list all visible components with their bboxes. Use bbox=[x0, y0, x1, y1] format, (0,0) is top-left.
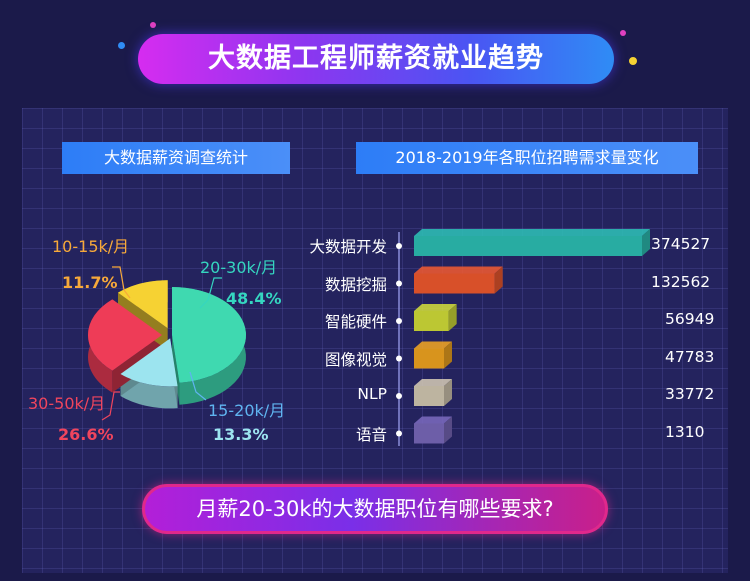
bar-5 bbox=[414, 416, 452, 444]
bar-chart-title: 2018-2019年各职位招聘需求量变化 bbox=[356, 142, 698, 174]
pie-slice-30-50k bbox=[87, 299, 162, 371]
bar-value-label: 374527 bbox=[651, 235, 711, 253]
pie-value-30-50k: 26.6% bbox=[58, 425, 114, 444]
pie-slice-10-15k bbox=[118, 280, 168, 329]
leader-line-20-30k bbox=[199, 277, 222, 309]
bar-axis-tick bbox=[396, 430, 402, 437]
decor-dot bbox=[118, 42, 125, 49]
decor-dot bbox=[620, 30, 626, 36]
bar-axis-tick bbox=[396, 280, 402, 287]
pie-value-20-30k: 48.4% bbox=[226, 289, 282, 308]
pie-slice-20-30k bbox=[172, 287, 247, 383]
pie-label-15-20k: 15-20k/月 bbox=[208, 401, 286, 420]
bar-value-label: 56949 bbox=[665, 310, 715, 328]
bar-value-label: 47783 bbox=[665, 347, 715, 366]
leader-line-30-50k bbox=[101, 391, 120, 421]
bar-3 bbox=[414, 341, 452, 369]
bar-category-label: 图像视觉 bbox=[324, 350, 387, 369]
bar-value-label: 132562 bbox=[651, 272, 711, 291]
bar-value-label: 33772 bbox=[665, 385, 715, 403]
bar-category-label: NLP bbox=[357, 385, 387, 403]
question-text: 月薪20-30k的大数据职位有哪些要求? bbox=[196, 497, 554, 521]
bar-2 bbox=[414, 304, 457, 331]
pie-label-20-30k: 20-30k/月 bbox=[200, 258, 278, 277]
decor-dot bbox=[150, 22, 156, 28]
bar-category-label: 大数据开发 bbox=[309, 238, 387, 256]
bar-axis-tick bbox=[396, 243, 402, 249]
bar-category-label: 智能硬件 bbox=[324, 313, 387, 331]
bar-value-label: 1310 bbox=[665, 422, 705, 441]
leader-line-10-15k bbox=[112, 266, 131, 299]
bar-4 bbox=[414, 379, 452, 406]
question-banner[interactable]: 月薪20-30k的大数据职位有哪些要求? bbox=[142, 484, 608, 534]
pie-value-10-15k: 11.7% bbox=[62, 273, 118, 292]
page-title: 大数据工程师薪资就业趋势 bbox=[208, 43, 544, 74]
pie-label-30-50k: 30-50k/月 bbox=[28, 394, 106, 413]
bar-category-label: 语音 bbox=[355, 425, 387, 444]
bar-1 bbox=[414, 266, 503, 294]
pie-value-15-20k: 13.3% bbox=[213, 425, 269, 444]
content-panel bbox=[22, 108, 728, 573]
pie-chart-title: 大数据薪资调查统计 bbox=[62, 142, 290, 174]
bar-axis-tick bbox=[396, 355, 402, 362]
leader-line-15-20k bbox=[189, 371, 207, 401]
main-title-banner: 大数据工程师薪资就业趋势 bbox=[138, 34, 614, 84]
bar-0 bbox=[414, 229, 650, 256]
bar-axis-tick bbox=[396, 318, 402, 324]
pie-label-10-15k: 10-15k/月 bbox=[52, 237, 130, 256]
decor-dot bbox=[629, 57, 637, 65]
bar-axis-tick bbox=[396, 393, 402, 399]
bar-category-label: 数据挖掘 bbox=[324, 275, 387, 294]
pie-slice-15-20k bbox=[120, 338, 178, 387]
